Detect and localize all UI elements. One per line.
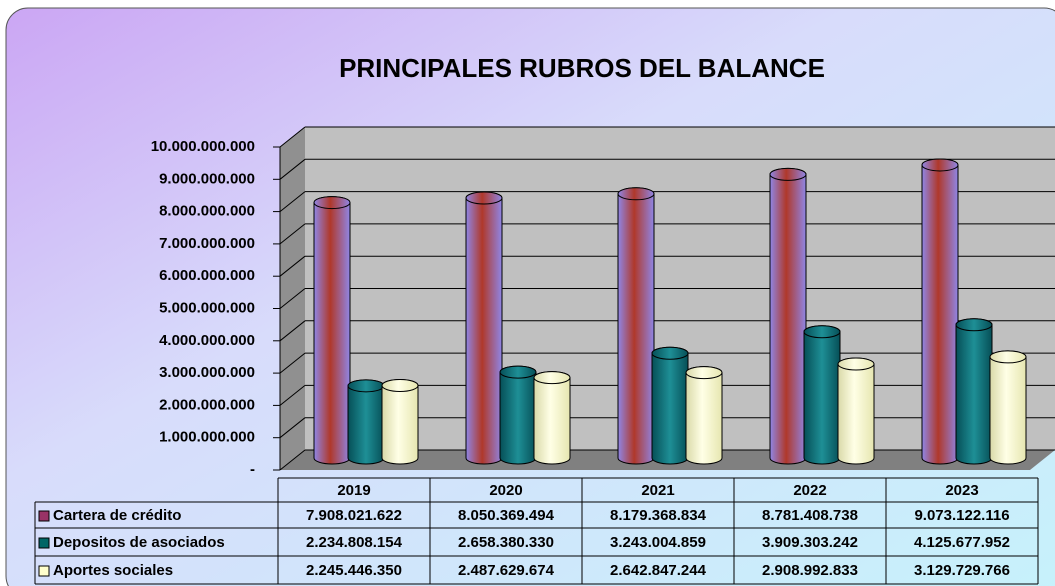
value-label: 2.245.446.350 bbox=[306, 562, 402, 579]
bar-cap bbox=[533, 371, 571, 385]
bar bbox=[381, 378, 419, 465]
legend-label: Depositos de asociados bbox=[53, 534, 225, 551]
bar-cap bbox=[465, 191, 503, 205]
y-tick-label: 10.000.000.000 bbox=[151, 138, 255, 155]
bar bbox=[685, 366, 723, 465]
x-tick-label: 2019 bbox=[337, 482, 370, 499]
bar bbox=[313, 196, 351, 465]
grid-line-side bbox=[279, 385, 306, 406]
grid-line-side bbox=[279, 320, 306, 342]
y-tick-label: 5.000.000.000 bbox=[159, 299, 255, 316]
legend-swatch bbox=[38, 510, 50, 522]
x-tick-label: 2020 bbox=[489, 482, 522, 499]
bar bbox=[465, 191, 503, 465]
value-label: 9.073.122.116 bbox=[914, 507, 1009, 524]
value-label: 8.781.408.738 bbox=[762, 507, 858, 524]
legend-label: Aportes sociales bbox=[53, 562, 173, 579]
bar-cap bbox=[347, 379, 385, 393]
bar-cap bbox=[651, 346, 689, 360]
y-tick-label: 3.000.000.000 bbox=[159, 364, 255, 381]
bar-cap bbox=[313, 196, 351, 210]
y-tick-label: 8.000.000.000 bbox=[159, 203, 255, 220]
bar-cap bbox=[955, 318, 993, 332]
x-tick-label: 2021 bbox=[641, 482, 674, 499]
value-label: 3.129.729.766 bbox=[914, 562, 1010, 579]
y-tick-label: 6.000.000.000 bbox=[159, 267, 255, 284]
y-tick-label: 9.000.000.000 bbox=[159, 170, 255, 187]
bar bbox=[347, 379, 385, 465]
grid-line-side bbox=[279, 288, 306, 309]
bar bbox=[803, 325, 841, 465]
grid-line-side bbox=[279, 255, 306, 277]
grid-line-side bbox=[279, 158, 306, 180]
value-label: 8.050.369.494 bbox=[458, 507, 555, 524]
legend-label: Cartera de crédito bbox=[53, 507, 181, 524]
y-tick-label: 2.000.000.000 bbox=[159, 396, 255, 413]
y-tick-label: - bbox=[250, 461, 255, 478]
bar-cap bbox=[803, 325, 841, 339]
y-tick-label: 4.000.000.000 bbox=[159, 332, 255, 349]
value-label: 2.642.847.244 bbox=[610, 562, 707, 579]
value-label: 2.908.992.833 bbox=[762, 562, 858, 579]
bar bbox=[989, 350, 1027, 465]
legend-swatch bbox=[38, 537, 50, 549]
bar-cap bbox=[499, 365, 537, 379]
chart-title: PRINCIPALES RUBROS DEL BALANCE bbox=[339, 53, 825, 83]
bar bbox=[837, 357, 875, 465]
value-label: 2.487.629.674 bbox=[458, 562, 555, 579]
value-label: 3.243.004.859 bbox=[610, 534, 706, 551]
grid-line-side bbox=[279, 126, 306, 148]
bar-cap bbox=[989, 350, 1027, 364]
legend-swatch bbox=[38, 565, 50, 577]
grid-line-side bbox=[279, 352, 306, 374]
bar-cap bbox=[381, 378, 419, 392]
grid-line-side bbox=[279, 223, 306, 245]
grid-line-side bbox=[279, 191, 306, 212]
bar bbox=[769, 167, 807, 465]
value-label: 8.179.368.834 bbox=[610, 507, 707, 524]
bar bbox=[651, 346, 689, 465]
grid-line-side bbox=[279, 417, 306, 439]
value-label: 7.908.021.622 bbox=[306, 507, 402, 524]
value-label: 2.658.380.330 bbox=[458, 534, 554, 551]
bar bbox=[499, 365, 537, 465]
value-label: 3.909.303.242 bbox=[762, 534, 858, 551]
grid-line-side bbox=[279, 449, 306, 471]
bar-cap bbox=[921, 158, 959, 172]
y-tick-label: 1.000.000.000 bbox=[159, 429, 255, 446]
y-tick-label: 7.000.000.000 bbox=[159, 235, 255, 252]
x-tick-label: 2023 bbox=[945, 482, 978, 499]
bar bbox=[617, 187, 655, 465]
bar-cap bbox=[685, 366, 723, 380]
bar-cap bbox=[769, 167, 807, 181]
value-label: 4.125.677.952 bbox=[914, 534, 1010, 551]
x-tick-label: 2022 bbox=[793, 482, 826, 499]
value-label: 2.234.808.154 bbox=[306, 534, 403, 551]
bar bbox=[921, 158, 959, 465]
bar-cap bbox=[617, 187, 655, 201]
bar bbox=[955, 318, 993, 465]
bar bbox=[533, 371, 571, 465]
bar-cap bbox=[837, 357, 875, 371]
